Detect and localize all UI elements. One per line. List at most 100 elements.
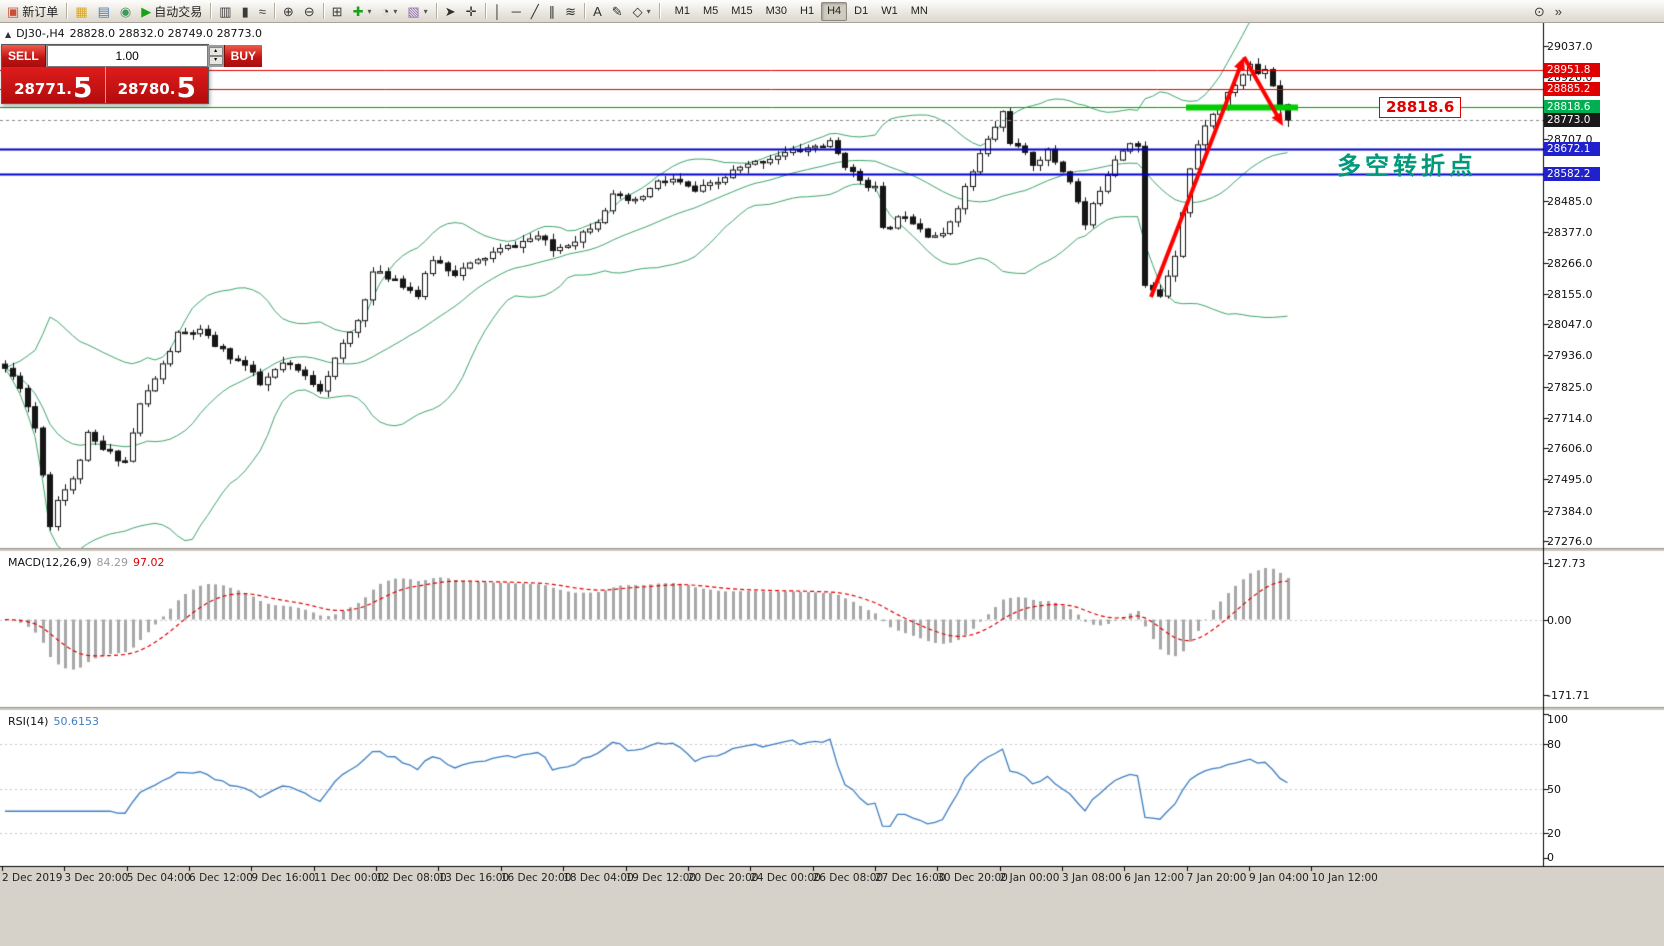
toolbar-right-group: ⊙» (1529, 1, 1567, 21)
refresh-icon: ◉ (119, 3, 132, 19)
timeframe-h1-button[interactable]: H1 (794, 2, 820, 21)
toolbar-separator (584, 3, 586, 19)
text-icon: A (593, 3, 602, 19)
auto-trading-button-label: 自动交易 (154, 4, 203, 19)
zoom-window-icon: ⊙ (1533, 3, 1545, 19)
market-watch-button[interactable]: ▤ (93, 1, 115, 21)
indicators-icon: ✚ (352, 3, 364, 19)
toolbar-separator (435, 3, 437, 19)
one-click-trading-panel: SELL ▴ ▾ BUY 28771.5 28780.5 (1, 44, 263, 104)
auto-trading-button[interactable]: ▶ 自动交易 (136, 1, 207, 21)
volume-field: ▴ ▾ (45, 45, 224, 67)
timeframe-m30-button[interactable]: M30 (760, 2, 793, 21)
volume-up-button[interactable]: ▴ (208, 47, 223, 56)
caret-down-icon: ▾ (367, 6, 372, 16)
timeframe-m5-button[interactable]: M5 (697, 2, 724, 21)
macd-name: MACD(12,26,9) (8, 556, 92, 569)
horizontal-line-button[interactable]: ─ (507, 1, 526, 21)
bar-chart-type-icon: ▥ (219, 3, 232, 19)
timeframe-w1-button[interactable]: W1 (875, 2, 904, 21)
candlestick-type-icon: ▮ (241, 3, 249, 19)
chart-ohlc-values: 28828.0 28832.0 28749.0 28773.0 (69, 27, 263, 40)
sell-price-pips: 5 (72, 71, 93, 105)
price-callout-label[interactable]: 28818.6 (1379, 97, 1462, 118)
macd-indicator-label: MACD(12,26,9) 84.29 97.02 (8, 556, 170, 569)
zoom-out-button[interactable]: ⊖ (299, 1, 320, 21)
buy-price-main: 28780 (117, 80, 170, 98)
zoom-out-icon: ⊖ (303, 3, 315, 19)
trendline-icon: ╱ (530, 3, 539, 19)
toolbar: ▣ 新订单 ▦ ▤ ◉ ▶ 自动交易 ▥ ▮ ≈ ⊕ ⊖ ⊞ ✚ ▾ ◔ ▾ ▧ ▾ ➤ ✛ │ ─ ╱ ∥ ≋ A ✎ ◇ ▾ M1 M5 M… (0, 0, 1664, 23)
line-chart-type-icon: ≈ (258, 3, 266, 19)
caret-down-icon: ▾ (423, 6, 428, 16)
chart-list-icon: ▦ (75, 3, 88, 19)
toolbar-separator (322, 3, 324, 19)
fibonacci-icon: ≋ (565, 3, 577, 19)
channel-button[interactable]: ∥ (544, 1, 561, 21)
text-button[interactable]: A (588, 1, 607, 21)
tile-windows-button[interactable]: ⊞ (327, 1, 348, 21)
zoom-window-button[interactable]: ⊙ (1529, 1, 1550, 21)
auto-trading-icon: ▶ (141, 3, 152, 19)
shapes-icon: ◇ (632, 3, 643, 19)
buy-button[interactable]: BUY (223, 45, 263, 67)
trendline-button[interactable]: ╱ (526, 1, 544, 21)
timeframe-h4-button[interactable]: H4 (821, 1, 848, 21)
vertical-line-icon: │ (493, 3, 502, 19)
rsi-indicator-label: RSI(14) 50.6153 (8, 715, 104, 728)
volume-stepper: ▴ ▾ (208, 47, 223, 65)
timeframe-d1-button[interactable]: D1 (848, 2, 874, 21)
line-chart-type-button[interactable]: ≈ (254, 1, 271, 21)
trade-panel-price-row: 28771. 5 28780. 5 (2, 67, 208, 103)
turning-point-annotation[interactable]: 多空转折点 (1337, 152, 1477, 180)
new-order-button[interactable]: ▣ 新订单 (2, 1, 63, 21)
volume-down-button[interactable]: ▾ (208, 56, 223, 65)
sell-button[interactable]: SELL (2, 45, 46, 67)
candlestick-type-button[interactable]: ▮ (237, 1, 254, 21)
panel-collapse-icon[interactable]: ▲ (5, 29, 12, 39)
crosshair-button[interactable]: ✛ (461, 1, 482, 21)
timeframe-mn-button[interactable]: MN (905, 2, 934, 21)
toolbar-separator (273, 3, 275, 19)
periods-button[interactable]: ◔ ▾ (377, 1, 403, 21)
market-watch-icon: ▤ (97, 3, 110, 19)
zoom-in-button[interactable]: ⊕ (278, 1, 299, 21)
sell-price-dot: . (66, 80, 72, 98)
volume-input[interactable] (46, 45, 208, 67)
chart-shift-icon: » (1554, 3, 1562, 19)
bar-chart-type-button[interactable]: ▥ (214, 1, 236, 21)
templates-icon: ▧ (407, 3, 420, 19)
shapes-button[interactable]: ◇ ▾ (628, 1, 656, 21)
toolbar-separator (210, 3, 212, 19)
text-label-icon: ✎ (611, 3, 623, 19)
crosshair-icon: ✛ (465, 3, 477, 19)
buy-price[interactable]: 28780. 5 (106, 67, 209, 103)
zoom-in-icon: ⊕ (282, 3, 294, 19)
cursor-icon: ➤ (444, 3, 456, 19)
toolbar-separator (658, 3, 660, 19)
cursor-button[interactable]: ➤ (440, 1, 461, 21)
channel-icon: ∥ (548, 3, 556, 19)
sell-price-main: 28771 (14, 80, 67, 98)
refresh-button[interactable]: ◉ (115, 1, 136, 21)
buy-price-dot: . (169, 80, 176, 98)
toolbar-separator (66, 3, 68, 19)
templates-button[interactable]: ▧ ▾ (402, 1, 432, 21)
vertical-line-button[interactable]: │ (489, 1, 507, 21)
rsi-name: RSI(14) (8, 715, 49, 728)
timeframe-m15-button[interactable]: M15 (725, 2, 758, 21)
caret-down-icon: ▾ (646, 6, 651, 16)
text-label-button[interactable]: ✎ (607, 1, 628, 21)
chart-shift-button[interactable]: » (1550, 1, 1567, 21)
buy-price-pips: 5 (176, 71, 196, 105)
caret-down-icon: ▾ (393, 6, 398, 16)
toolbar-separator (484, 3, 486, 19)
fibonacci-button[interactable]: ≋ (560, 1, 581, 21)
trade-panel-top-row: SELL ▴ ▾ BUY (2, 45, 263, 67)
chart-ohlc-header: ▲ DJ30-,H4 28828.0 28832.0 28749.0 28773.0 (5, 27, 267, 40)
indicators-button[interactable]: ✚ ▾ (348, 1, 377, 21)
chart-list-button[interactable]: ▦ (70, 1, 92, 21)
timeframe-m1-button[interactable]: M1 (669, 2, 696, 21)
sell-price[interactable]: 28771. 5 (2, 67, 106, 103)
